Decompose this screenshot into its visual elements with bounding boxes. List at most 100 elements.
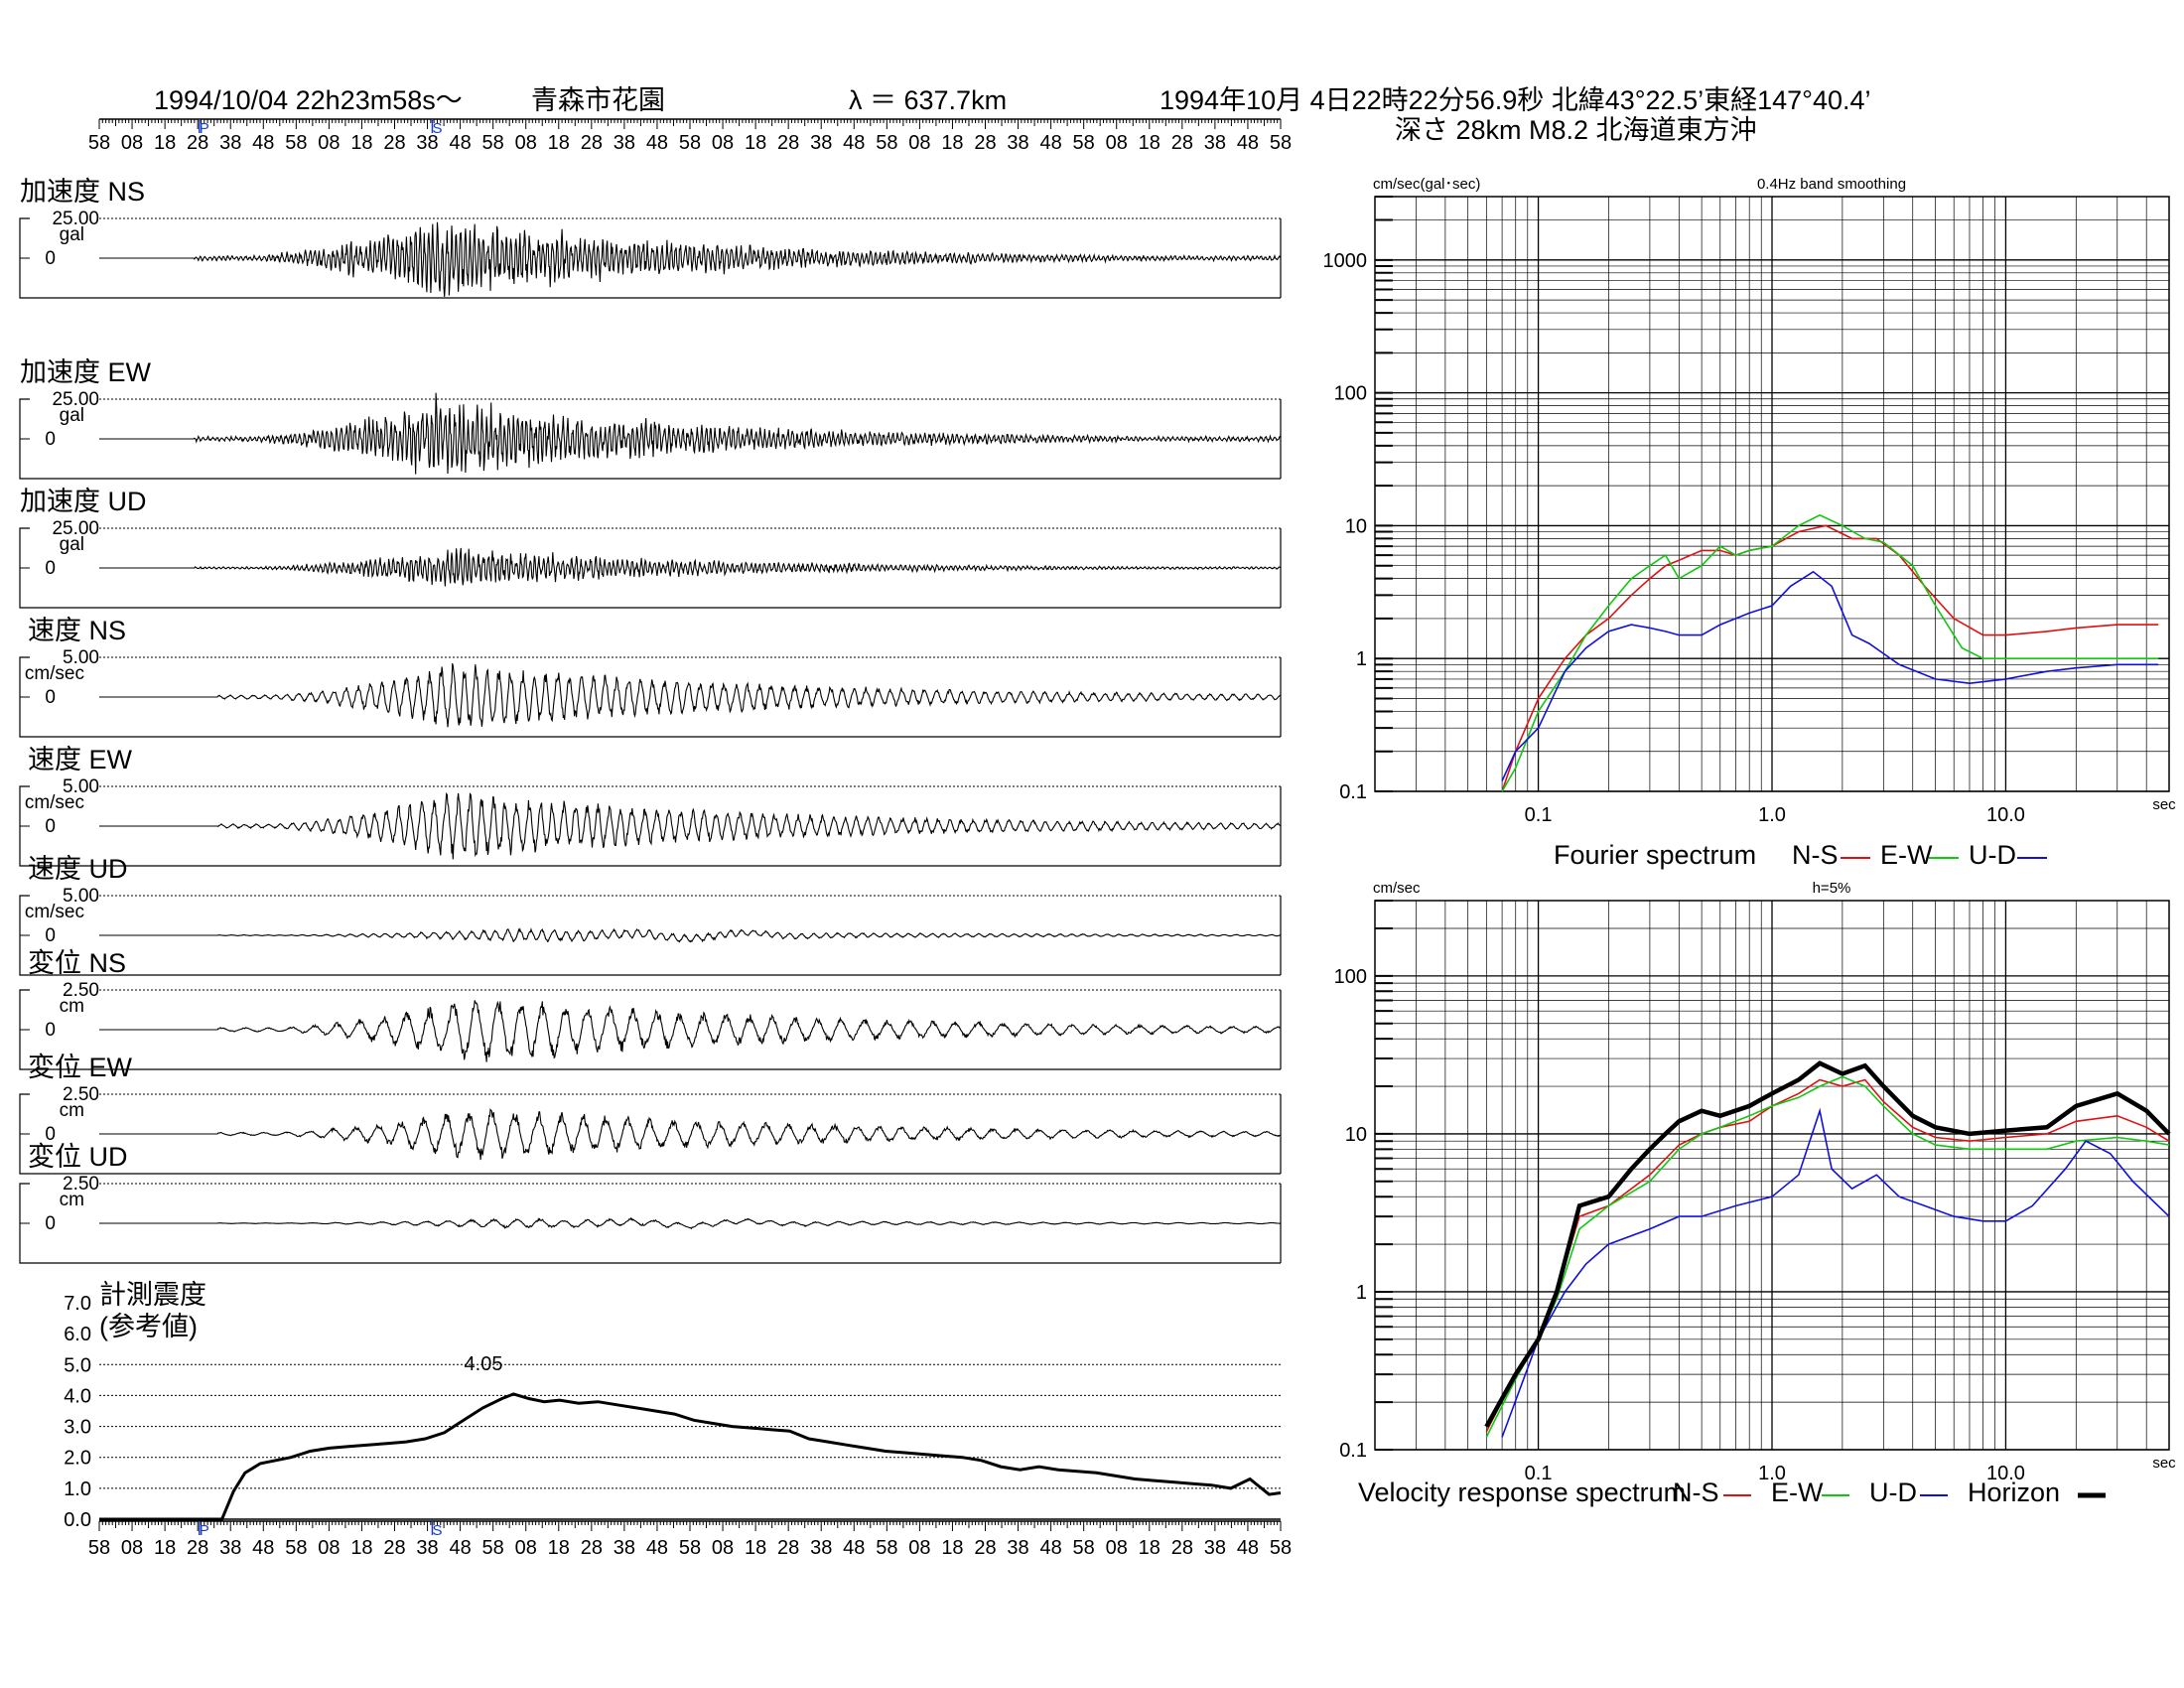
time-tick-label: 28: [187, 132, 208, 154]
panel-label: 加速度 EW: [20, 357, 152, 387]
response-legend-label: Horizon: [1968, 1477, 2060, 1507]
s-wave-marker: S: [432, 1522, 442, 1539]
waveform-trace: [99, 662, 1282, 728]
panel-zero: 0: [45, 1020, 56, 1041]
station-name: 青森市花園: [531, 85, 665, 115]
panel-label: 加速度 UD: [20, 487, 147, 516]
intensity-ytick-label: 3.0: [64, 1417, 91, 1439]
time-tick-label: 38: [416, 1537, 438, 1559]
time-tick-label: 38: [219, 132, 241, 154]
time-tick-label: 28: [1171, 1537, 1193, 1559]
s-wave-marker: S: [432, 120, 442, 137]
panel-scale: 2.50: [63, 1174, 99, 1195]
time-tick-label: 58: [1073, 132, 1095, 154]
waveform-trace: [99, 221, 1282, 297]
spectrum-xtick-label: 0.1: [1525, 804, 1553, 826]
waveform-trace: [99, 791, 1282, 860]
time-tick-label: 08: [712, 1537, 734, 1559]
time-tick-label: 38: [1007, 132, 1028, 154]
time-tick-label: 58: [88, 1537, 110, 1559]
panel-scale: 5.00: [63, 886, 99, 907]
time-tick-label: 08: [908, 132, 930, 154]
fourier-legend-label: E-W: [1880, 840, 1933, 870]
time-tick-label: 58: [88, 132, 110, 154]
spectrum-series-horizon: [1484, 1060, 2171, 1428]
depth-magnitude-region: 深さ 28km M8.2 北海道東方沖: [1395, 115, 1757, 145]
waveform-trace: [99, 547, 1282, 587]
time-tick-label: 58: [679, 132, 701, 154]
panel-unit: cm: [60, 1190, 84, 1210]
time-tick-label: 48: [1039, 1537, 1061, 1559]
panel-label: 変位 EW: [28, 1053, 133, 1082]
time-tick-label: 08: [515, 1537, 537, 1559]
panel-zero: 0: [45, 248, 56, 269]
bottom-time-axis: 58 08 18 28 38 48 58 08 18 28 38 48 58 08 18 28 38 48 58 08…: [88, 1520, 1292, 1559]
spectrum-xunit: sec: [2152, 796, 2176, 813]
time-tick-label: 08: [515, 132, 537, 154]
time-tick-label: 58: [1270, 132, 1292, 154]
panel-unit: cm/sec: [25, 792, 84, 813]
fourier-spectrum-panel: 0.1 1 10 100 1000 0.1 1.0 10.0 sec cm/sec(gal･sec…: [1323, 176, 2177, 870]
panel-scale: 25.00: [52, 389, 99, 410]
time-tick-label: 48: [1237, 1537, 1259, 1559]
spectrum-frame: [1374, 900, 2170, 1451]
spectrum-ylabel: cm/sec(gal･sec): [1373, 176, 1480, 193]
time-tick-label: 18: [548, 132, 570, 154]
spectrum-xtick-label: 1.0: [1758, 1463, 1786, 1484]
spectrum-ytick-label: 1: [1356, 1282, 1367, 1304]
time-tick-label: 08: [121, 1537, 143, 1559]
time-tick-label: 28: [383, 1537, 405, 1559]
panel-label: 加速度 NS: [20, 177, 145, 207]
intensity-ylabel2: (参考値): [99, 1312, 198, 1341]
time-tick-label: 28: [974, 1537, 996, 1559]
panel-zero: 0: [45, 1213, 56, 1234]
time-tick-label: 58: [876, 132, 897, 154]
spectrum-xtick-label: 10.0: [1986, 1463, 2025, 1484]
intensity-ytick-label: 6.0: [64, 1324, 91, 1345]
time-tick-label: 48: [449, 132, 471, 154]
time-tick-label: 28: [581, 1537, 603, 1559]
time-tick-label: 28: [777, 132, 799, 154]
spectrum-xtick-label: 1.0: [1758, 804, 1786, 826]
time-tick-label: 38: [614, 1537, 635, 1559]
waveform-trace: [99, 1108, 1282, 1161]
intensity-trace: [99, 1392, 1282, 1521]
panel-scale: 25.00: [52, 518, 99, 539]
fourier-legend-label: U-D: [1969, 840, 2016, 870]
panel-unit: cm: [60, 996, 84, 1017]
panel-scale: 2.50: [63, 980, 99, 1001]
spectrum-ytick-label: 10: [1345, 1124, 1367, 1146]
p-wave-marker: P: [200, 1522, 209, 1539]
intensity-panel: 計測震度(参考値) 0.0 1.0 2.0 3.0 4.0 5.0 6.0 7.0 4.05 58 0…: [64, 1280, 1292, 1559]
panel-label: 速度 EW: [28, 745, 133, 774]
spectrum-series-u-d: [1501, 1107, 2170, 1438]
velocity-response-panel: 0.1 1 10 100 0.1 1.0 10.0 sec cm/sec h=5% Velocity…: [1334, 880, 2177, 1507]
intensity-ytick-label: 2.0: [64, 1448, 91, 1470]
time-tick-label: 28: [777, 1537, 799, 1559]
intensity-ylabel: 計測震度: [99, 1280, 206, 1310]
spectrum-ytick-label: 100: [1334, 966, 1367, 988]
time-tick-label: 38: [1204, 132, 1226, 154]
panel-unit: gal: [60, 405, 84, 426]
time-tick-label: 38: [810, 132, 832, 154]
time-tick-label: 38: [1204, 1537, 1226, 1559]
waveform-trace: [99, 392, 1282, 475]
time-tick-label: 38: [810, 1537, 832, 1559]
time-tick-label: 08: [318, 1537, 340, 1559]
time-tick-label: 18: [154, 132, 176, 154]
fourier-legend-caption: Fourier spectrum: [1554, 840, 1756, 870]
top-time-axis: 58 08 18 28 38 48 58 08 18 28 38 48 58 08 18 28 38 48 58 08…: [88, 118, 1292, 154]
time-tick-label: 28: [974, 132, 996, 154]
panel-unit: cm/sec: [25, 902, 84, 922]
time-tick-label: 38: [1007, 1537, 1028, 1559]
spectrum-ytick-label: 1: [1356, 648, 1367, 670]
spectrum-title: 0.4Hz band smoothing: [1757, 176, 1906, 193]
panel-scale: 5.00: [63, 776, 99, 797]
time-tick-label: 38: [416, 132, 438, 154]
time-tick-label: 18: [1139, 132, 1160, 154]
